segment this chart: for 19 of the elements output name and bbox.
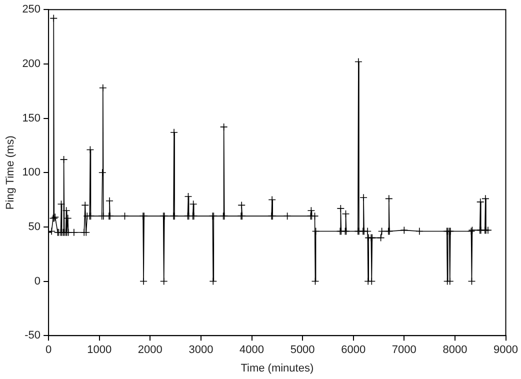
x-tick-label: 3000 bbox=[188, 344, 214, 356]
x-tick-label: 9000 bbox=[494, 344, 518, 356]
x-tick-label: 2000 bbox=[138, 344, 162, 356]
x-tick-label: 4000 bbox=[240, 344, 264, 356]
y-tick-label: 250 bbox=[22, 4, 41, 16]
y-axis-title: Ping Time (ms) bbox=[4, 136, 17, 210]
y-tick-label: 200 bbox=[22, 58, 41, 70]
x-tick-label: 1000 bbox=[87, 344, 112, 356]
x-tick-label: 5000 bbox=[290, 344, 315, 356]
y-tick-label: 0 bbox=[34, 275, 41, 288]
y-tick-label: 50 bbox=[28, 220, 41, 233]
x-tick-label: 6000 bbox=[341, 344, 366, 356]
y-tick-label: 150 bbox=[22, 112, 41, 124]
y-tick-label: -50 bbox=[24, 330, 41, 342]
y-tick-label: 100 bbox=[22, 166, 41, 179]
x-axis-title: Time (minutes) bbox=[240, 362, 314, 374]
x-tick-label: 7000 bbox=[392, 344, 416, 356]
x-tick-label: 8000 bbox=[442, 344, 468, 356]
x-tick-label: 0 bbox=[45, 344, 52, 356]
